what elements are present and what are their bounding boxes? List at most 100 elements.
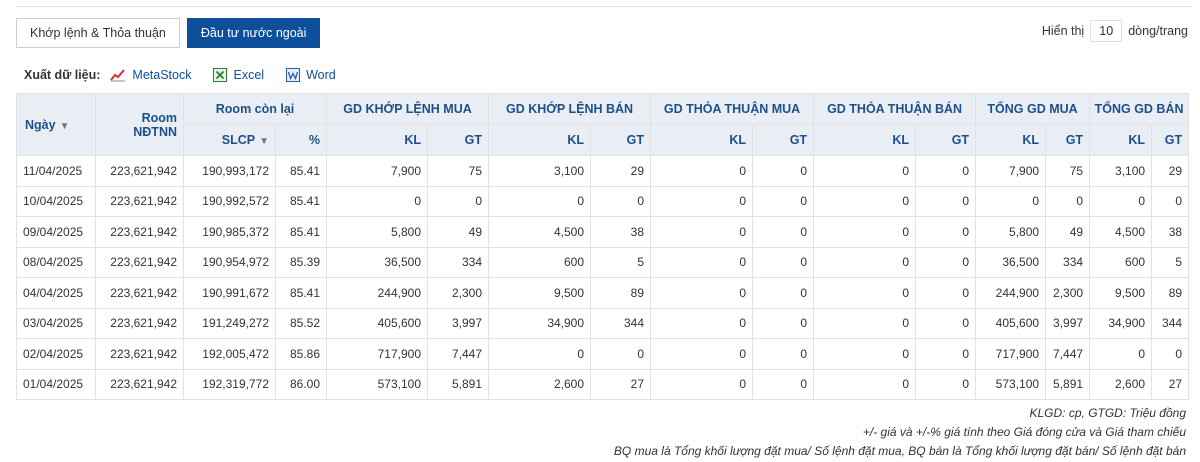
table-cell: 0 (326, 185, 429, 217)
table-body: 11/04/2025 223,621,942 190,993,172 85.41 7,9… (16, 155, 1190, 400)
table-cell: 573,100 (326, 368, 429, 400)
sort-down-icon[interactable]: ▼ (259, 136, 269, 147)
table-cell: 36,500 (975, 246, 1047, 278)
table-cell: 344 (1151, 307, 1190, 339)
table-cell: 0 (813, 307, 917, 339)
table-cell: 0 (813, 246, 917, 278)
table-row: 08/04/2025 223,621,942 190,954,972 85.39 36,… (16, 246, 1190, 278)
tab-matched-and-negotiated[interactable]: Khớp lệnh & Thỏa thuận (16, 18, 180, 48)
table-cell: 0 (752, 277, 815, 309)
page-size-control: Hiển thị 10 dòng/trang (1042, 20, 1188, 42)
table-cell: 0 (752, 155, 815, 187)
table-cell: 600 (1089, 246, 1153, 278)
column-header-kl: KL (975, 124, 1047, 156)
table-cell: 0 (650, 338, 754, 370)
table-cell: 0 (752, 216, 815, 248)
table-cell: 2,300 (1045, 277, 1091, 309)
table-cell: 0 (813, 338, 917, 370)
column-header-kl: KL (488, 124, 592, 156)
table-cell: 717,900 (326, 338, 429, 370)
table-cell: 0 (915, 277, 977, 309)
table-cell: 9,500 (1089, 277, 1153, 309)
table-cell: 0 (650, 185, 754, 217)
table-cell: 0 (488, 338, 592, 370)
column-header-date[interactable]: Ngày ▼ (16, 93, 96, 156)
table-cell: 4,500 (488, 216, 592, 248)
table-cell: 5 (1151, 246, 1190, 278)
table-cell: 49 (1045, 216, 1091, 248)
table-cell: 223,621,942 (95, 216, 184, 248)
column-header-gt: GT (427, 124, 490, 156)
page-size-suffix: dòng/trang (1128, 24, 1188, 38)
export-metastock-link[interactable]: MetaStock (110, 68, 191, 82)
table-cell: 29 (590, 155, 652, 187)
table-cell: 190,992,572 (183, 185, 276, 217)
table-cell: 86.00 (274, 368, 328, 400)
table-cell: 5,800 (326, 216, 429, 248)
table-cell: 0 (752, 246, 815, 278)
table-cell: 0 (813, 216, 917, 248)
table-cell: 0 (915, 307, 977, 339)
table-cell: 85.41 (274, 155, 328, 187)
table-cell: 0 (915, 246, 977, 278)
footnote-average-order: BQ mua là Tổng khối lượng đặt mua/ Số lệ… (613, 444, 1186, 458)
table-cell: 0 (915, 155, 977, 187)
table-row: 11/04/2025 223,621,942 190,993,172 85.41 7,9… (16, 155, 1190, 187)
table-cell: 0 (752, 368, 815, 400)
table-cell: 7,900 (326, 155, 429, 187)
table-cell: 5,800 (975, 216, 1047, 248)
table-cell: 85.41 (274, 216, 328, 248)
table-cell: 3,100 (488, 155, 592, 187)
metastock-chart-icon (110, 69, 126, 82)
table-cell: 223,621,942 (95, 338, 184, 370)
export-word-link[interactable]: Word (286, 68, 336, 82)
date-cell: 09/04/2025 (16, 216, 96, 248)
table-cell: 0 (915, 185, 977, 217)
tab-foreign-investment[interactable]: Đầu tư nước ngoài (186, 18, 321, 48)
page-size-prefix: Hiển thị (1041, 24, 1085, 38)
table-cell: 89 (590, 277, 652, 309)
table-cell: 0 (1151, 338, 1190, 370)
table-row: 03/04/2025 223,621,942 191,249,272 85.52 405… (16, 307, 1190, 339)
table-cell: 0 (590, 185, 652, 217)
table-cell: 89 (1151, 277, 1190, 309)
date-cell: 01/04/2025 (16, 368, 96, 400)
table-cell: 344 (590, 307, 652, 339)
table-cell: 34,900 (488, 307, 592, 339)
table-cell: 0 (650, 216, 754, 248)
footnotes: KLGD: cp, GTGD: Triệu đồng +/- giá và +/… (614, 404, 1186, 461)
column-header-negotiated-sell: GD THỎA THUẬN BÁN (813, 93, 977, 125)
table-cell: 192,319,772 (183, 368, 276, 400)
table-cell: 3,100 (1089, 155, 1153, 187)
table-cell: 85.39 (274, 246, 328, 278)
table-cell: 717,900 (975, 338, 1047, 370)
table-cell: 334 (427, 246, 490, 278)
table-cell: 244,900 (975, 277, 1047, 309)
rows-per-page-input[interactable]: 10 (1090, 20, 1123, 42)
table-cell: 5,891 (427, 368, 490, 400)
table-cell: 75 (427, 155, 490, 187)
table-row: 01/04/2025 223,621,942 192,319,772 86.00 573… (16, 368, 1190, 400)
column-header-total-sell: TỔNG GD BÁN (1089, 93, 1190, 125)
column-header-room: Room NĐTNN (95, 93, 184, 156)
table-cell: 2,600 (1089, 368, 1153, 400)
table-cell: 0 (752, 338, 815, 370)
column-header-total-buy: TỔNG GD MUA (975, 93, 1091, 125)
tab-bar: Khớp lệnh & Thỏa thuận Đầu tư nước ngoài (16, 18, 321, 48)
date-cell: 02/04/2025 (16, 338, 96, 370)
table-cell: 9,500 (488, 277, 592, 309)
column-header-room-remaining: Room còn lại (182, 93, 328, 125)
table-cell: 0 (752, 307, 815, 339)
date-cell: 10/04/2025 (16, 185, 96, 217)
sort-down-icon[interactable]: ▼ (59, 120, 70, 132)
table-cell: 2,600 (488, 368, 592, 400)
column-header-slcp[interactable]: SLCP ▼ (183, 124, 276, 156)
column-header-kl: KL (650, 124, 754, 156)
export-excel-link[interactable]: Excel (213, 68, 264, 82)
table-cell: 38 (590, 216, 652, 248)
table-cell: 7,447 (427, 338, 490, 370)
table-cell: 0 (1151, 185, 1190, 217)
column-header-gt: GT (590, 124, 652, 156)
table-cell: 190,954,972 (183, 246, 276, 278)
table-cell: 223,621,942 (95, 155, 184, 187)
